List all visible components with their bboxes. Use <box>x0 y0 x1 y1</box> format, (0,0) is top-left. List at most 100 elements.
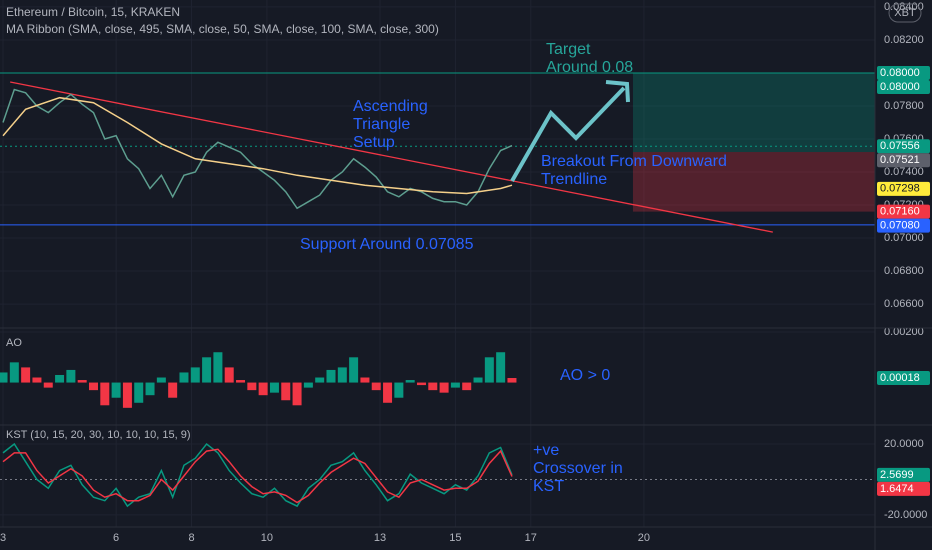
y-tick-label: 0.08200 <box>884 34 924 46</box>
ao-bar <box>394 382 404 398</box>
ao-bar <box>43 382 53 388</box>
ao-bar <box>315 377 325 383</box>
ao-bar <box>0 372 8 383</box>
x-tick-label: 17 <box>525 532 537 544</box>
price-label <box>877 204 930 219</box>
series-line <box>2 96 513 195</box>
series-line <box>2 448 513 504</box>
ao-bar <box>416 382 426 386</box>
annotation: +ve <box>533 442 559 459</box>
annotation: AO > 0 <box>560 367 610 384</box>
ao-bar <box>190 367 200 383</box>
ao-bar <box>224 367 234 383</box>
currency-badge[interactable] <box>888 3 922 23</box>
price-label-text: 0.08000 <box>880 81 920 93</box>
ao-bar <box>484 357 494 383</box>
annotation: Target <box>546 41 591 58</box>
price-label <box>877 79 930 94</box>
ao-bar <box>473 377 483 383</box>
annotation: Ascending <box>353 98 428 115</box>
ao-bar <box>213 352 223 383</box>
ao-bar <box>450 382 460 388</box>
ao-bar <box>134 382 144 403</box>
x-tick-label: 3 <box>0 532 6 544</box>
ao-bar <box>371 382 381 391</box>
x-tick-label: 20 <box>638 532 650 544</box>
ao-bar <box>111 382 121 398</box>
x-tick-label: 15 <box>449 532 461 544</box>
annotation: Around 0.08 <box>546 59 633 76</box>
y-tick-label: 0.06800 <box>884 265 924 277</box>
price-label <box>877 467 930 482</box>
y-tick-label: 0.07400 <box>884 166 924 178</box>
annotation: Breakout From Downward <box>541 153 727 170</box>
indicator-title: AO <box>6 337 22 349</box>
ao-bar <box>77 380 87 383</box>
price-label <box>877 181 930 196</box>
ao-bar <box>428 382 438 391</box>
price-label-text: 2.5699 <box>880 469 914 481</box>
ao-bar <box>66 369 76 383</box>
ao-bar <box>405 380 415 383</box>
y-tick-label: 0.00200 <box>884 326 924 338</box>
ao-bar <box>383 382 393 403</box>
indicator-title: MA Ribbon (SMA, close, 495, SMA, close, … <box>6 22 439 36</box>
trendline <box>10 81 773 233</box>
series-line <box>2 442 513 508</box>
ao-bar <box>337 367 347 383</box>
breakout-arrow <box>510 86 626 182</box>
ao-bar <box>281 382 291 401</box>
y-tick-label: -20.0000 <box>884 509 927 521</box>
y-tick-label: 20.0000 <box>884 438 924 450</box>
ao-bar <box>55 374 65 383</box>
currency-badge-label[interactable]: XBT <box>894 7 916 19</box>
y-tick-label: 0.07000 <box>884 232 924 244</box>
annotation: Triangle <box>353 116 410 133</box>
price-label-text: 1.6474 <box>880 483 914 495</box>
ao-bar <box>439 382 449 393</box>
ao-bar <box>9 362 19 383</box>
ao-bar <box>303 382 313 388</box>
ao-bar <box>122 382 132 408</box>
chart-title: Ethereum / Bitcoin, 15, KRAKEN <box>6 5 180 19</box>
ao-bar <box>145 382 155 396</box>
annotation: Crossover in <box>533 460 623 477</box>
y-tick-label: 0.07800 <box>884 100 924 112</box>
price-label <box>877 218 930 233</box>
x-tick-label: 6 <box>113 532 119 544</box>
ao-bar <box>32 377 42 383</box>
ao-bar <box>496 352 506 383</box>
ao-bar <box>462 382 472 391</box>
annotation: Setup <box>353 134 395 151</box>
ao-bar <box>202 357 212 383</box>
ao-bar <box>247 382 257 391</box>
ao-bar <box>156 377 166 383</box>
ao-bar <box>100 382 110 406</box>
annotation: KST <box>533 478 564 495</box>
stop-zone <box>632 152 875 212</box>
price-label <box>877 139 930 154</box>
ao-bar <box>326 369 336 383</box>
ao-bar <box>179 372 189 383</box>
arrow-head <box>605 80 630 103</box>
y-tick-label: 0.06600 <box>884 298 924 310</box>
target-zone <box>632 72 875 153</box>
price-label-text: 0.07160 <box>880 206 920 218</box>
price-label <box>877 65 930 80</box>
x-tick-label: 10 <box>261 532 273 544</box>
ao-bar <box>269 382 279 393</box>
ao-bar <box>507 378 517 383</box>
ao-bar <box>168 382 178 398</box>
ao-bar <box>88 382 98 391</box>
price-label <box>877 153 930 168</box>
x-tick-label: 13 <box>374 532 386 544</box>
ao-bar <box>236 380 246 383</box>
annotation: Support Around 0.07085 <box>300 236 474 253</box>
price-label-text: 0.00018 <box>880 372 920 384</box>
indicator-title: KST (10, 15, 20, 30, 10, 10, 10, 15, 9) <box>6 429 190 441</box>
price-label <box>877 481 930 496</box>
